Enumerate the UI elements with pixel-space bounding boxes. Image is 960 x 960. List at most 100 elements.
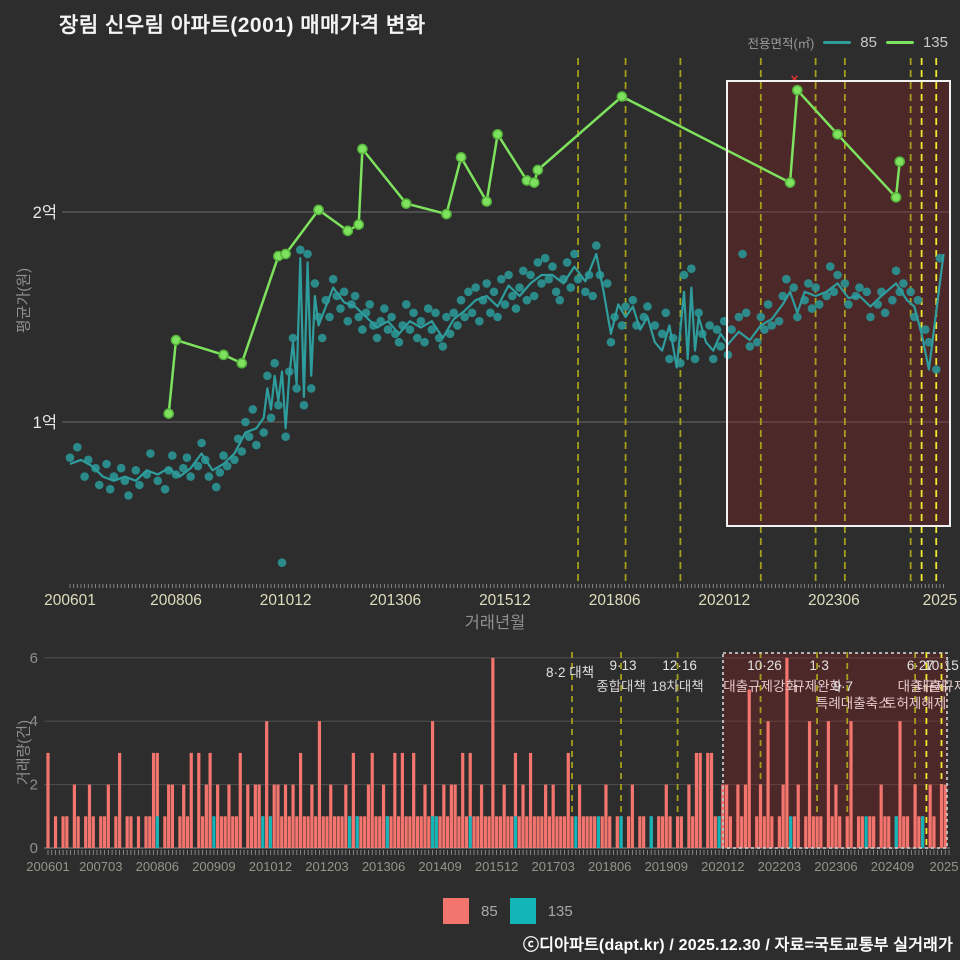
price-point-85 [65,453,75,463]
price-point-85 [913,295,923,305]
price-point-85 [745,342,755,351]
volume-bar-135 [155,816,159,848]
volume-bar-85 [528,752,533,848]
price-point-135 [280,248,291,260]
volume-bar-85 [178,816,182,848]
price-point-85 [193,461,203,471]
price-point-85 [855,283,864,292]
price-point-85 [588,291,597,301]
volume-bar-85 [76,816,80,848]
volume-bar-85 [389,816,393,848]
volume-bar-85 [626,816,631,848]
volume-bar-85 [381,784,386,848]
event-name-label: 특례대출축소 [816,696,891,711]
price-point-85 [657,329,667,339]
volume-bar-85 [238,752,242,848]
legend-bottom-item-85[interactable]: 85 [481,902,498,920]
volume-bar-85 [939,784,944,848]
volume-bar-85 [106,784,110,848]
volume-bar-85 [151,752,156,848]
price-point-85 [328,274,338,284]
price-point-85 [665,354,674,364]
price-point-85 [814,300,824,309]
price-point-85 [548,262,557,271]
legend-top-item-135[interactable]: 135 [922,34,948,51]
price-point-85 [782,274,791,284]
volume-bar-135 [468,816,472,848]
legend-85-swatch-icon[interactable] [443,898,469,924]
volume-x-tick-label: 201409 [418,859,461,874]
price-point-85 [160,484,170,494]
volume-bar-85 [849,721,853,848]
volume-bar-85 [302,816,306,848]
volume-bar-85 [415,816,420,848]
volume-bar-85 [72,784,76,848]
volume-bar-85 [593,816,597,848]
price-point-85 [522,295,532,305]
price-point-85 [244,432,254,442]
volume-bar-85 [902,816,906,848]
volume-bar-85 [185,816,190,848]
volume-bar-85 [314,816,318,848]
volume-bar-85 [400,752,404,848]
price-point-85 [537,279,546,288]
price-point-135 [313,204,324,216]
volume-x-tick-label: 201512 [475,859,518,874]
volume-bar-85 [208,752,212,848]
price-point-85 [507,291,517,301]
volume-bar-85 [370,752,374,848]
volume-bar-85 [340,816,344,848]
volume-bar-135 [268,816,273,848]
volume-bar-85 [600,816,604,848]
volume-bar-85 [770,816,774,848]
price-point-85 [354,312,364,322]
price-point-85 [339,287,349,297]
price-point-85 [727,325,736,334]
price-point-85 [438,342,448,351]
price-point-85 [412,333,422,343]
volume-bar-85 [577,784,582,848]
volume-bar-135 [717,816,721,848]
volume-bar-85 [898,721,902,848]
volume-bar-85 [144,816,148,848]
price-point-135 [532,164,544,176]
volume-bar-85 [321,816,325,848]
price-point-85 [807,304,817,313]
legend-bottom-item-135[interactable]: 135 [547,902,573,920]
legend-135-swatch-icon[interactable] [509,898,536,924]
price-x-tick-label: 202012 [698,592,750,609]
price-y-tick-label: 2억 [33,203,57,222]
price-point-135 [170,334,182,346]
price-point-85 [380,304,389,313]
volume-bar-135 [355,816,359,848]
price-point-85 [153,476,163,486]
volume-bar-85 [189,752,193,848]
volume-bar-85 [713,816,717,848]
volume-x-tick-label: 202203 [758,859,801,874]
price-point-85 [628,295,638,305]
price-point-85 [844,300,853,309]
volume-bar-85 [905,816,910,848]
price-point-85 [920,325,930,334]
price-point-135 [894,156,906,167]
volume-bar-85 [675,816,680,848]
price-point-85 [489,287,499,297]
price-point-85 [551,287,561,297]
volume-bar-85 [412,752,416,848]
event-date-label: 1·3 [809,658,829,673]
price-point-85 [317,333,327,343]
volume-bar-85 [581,816,585,848]
volume-bar-85 [231,816,235,848]
price-point-85 [252,440,261,450]
price-point-85 [602,279,612,288]
event-name-label: 종합대책 [596,679,646,694]
price-point-85 [456,295,466,305]
volume-bar-85 [566,752,570,848]
legend-top-item-85[interactable]: 85 [860,34,877,51]
volume-bar-85 [638,816,642,848]
highlight-box-border-bottom [722,652,948,849]
price-point-135 [441,208,452,220]
price-point-85 [416,316,426,326]
price-point-85 [840,279,850,288]
volume-x-tick-label: 201703 [531,859,574,874]
